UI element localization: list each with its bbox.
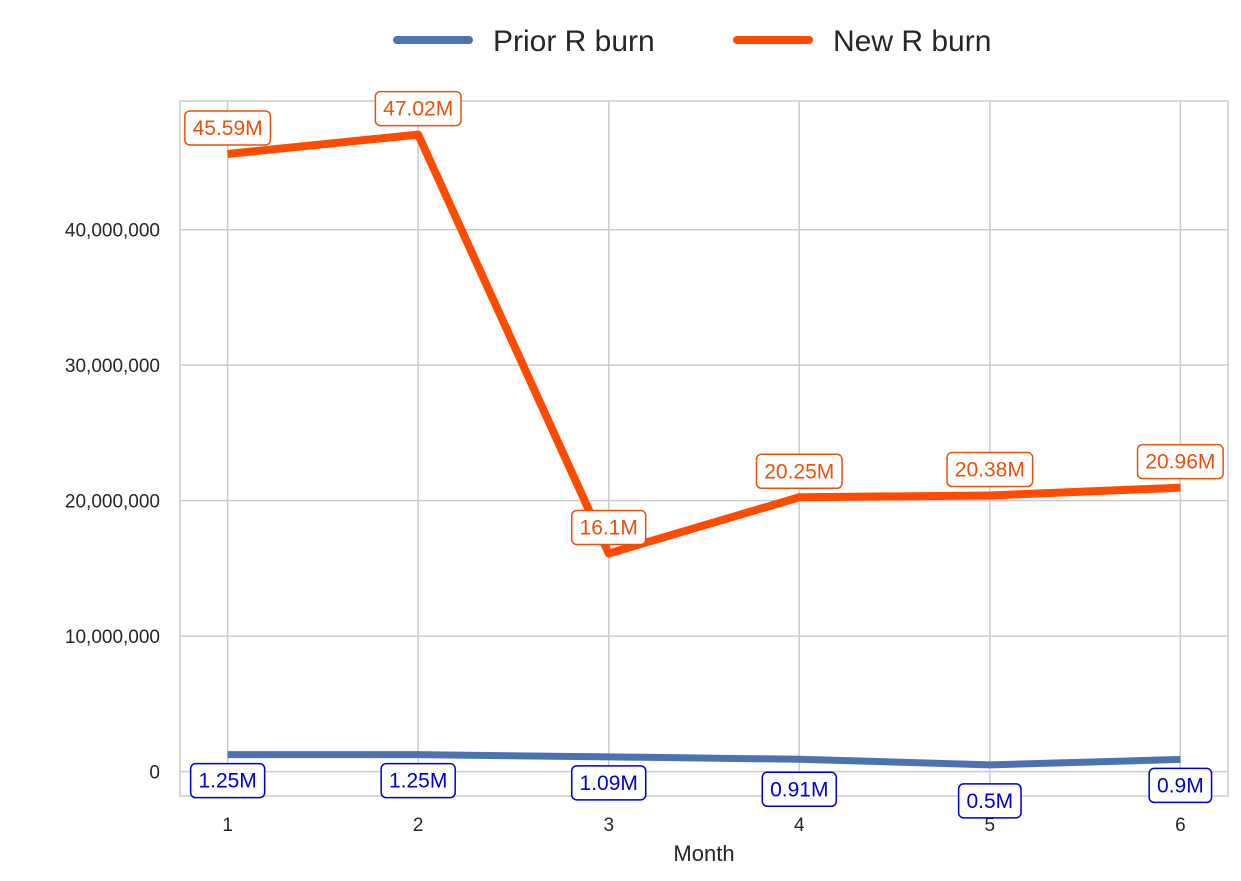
data-label: 0.9M xyxy=(1148,767,1213,804)
data-label-box xyxy=(1136,443,1224,480)
data-label: 20.38M xyxy=(946,451,1034,488)
grid-lines xyxy=(180,101,1228,796)
plot-frame xyxy=(179,100,1229,797)
series-group xyxy=(227,130,1181,769)
data-label: 20.96M xyxy=(1136,443,1224,480)
x-tick-label: 1 xyxy=(222,815,233,836)
y-tick-label: 40,000,000 xyxy=(65,221,160,242)
x-tick-label: 2 xyxy=(413,815,424,836)
data-label-text: 0.5M xyxy=(966,790,1013,813)
data-label: 1.25M xyxy=(380,762,456,799)
data-label-text: 20.25M xyxy=(764,460,834,483)
data-label: 20.25M xyxy=(755,453,843,490)
series-line-new-r-burn xyxy=(227,130,1181,558)
data-label: 0.5M xyxy=(957,783,1022,819)
legend-entry: Prior R burn xyxy=(393,25,655,58)
data-label-box xyxy=(374,90,462,127)
data-label-text: 0.91M xyxy=(770,778,828,801)
data-label: 45.59M xyxy=(184,110,272,146)
y-axis: 0 10,000,000 20,000,000 30,000,000 40,000,00… xyxy=(65,221,160,784)
data-label: 0.91M xyxy=(761,771,838,808)
data-label-box xyxy=(570,765,647,801)
data-label: 1.09M xyxy=(570,765,647,801)
data-label-text: 20.96M xyxy=(1145,451,1215,474)
data-label-text: 1.25M xyxy=(389,770,447,793)
data-label-text: 16.1M xyxy=(580,516,638,539)
x-axis-label: Month xyxy=(673,841,734,866)
x-tick-label: 3 xyxy=(603,815,614,836)
data-label-text: 0.9M xyxy=(1157,774,1204,797)
data-label-box xyxy=(570,509,647,546)
legend-entry: New R burn xyxy=(733,25,991,58)
data-label-text: 1.09M xyxy=(580,772,638,795)
data-label-text: 45.59M xyxy=(193,117,263,140)
data-label-box xyxy=(380,762,456,799)
data-label-box xyxy=(755,453,843,490)
data-label-box xyxy=(184,110,272,146)
legend-label: Prior R burn xyxy=(493,25,655,58)
data-label: 47.02M xyxy=(374,90,462,127)
data-labels: 1.25M 1.25M 1.09M 0.91M 0.5M 0.9M 45.59M 47.02M… xyxy=(184,90,1224,819)
series-line-prior-r-burn xyxy=(227,751,1181,769)
data-label: 1.25M xyxy=(189,762,266,799)
data-label-box xyxy=(957,783,1022,819)
y-tick-label: 20,000,000 xyxy=(65,492,160,513)
data-label-box xyxy=(189,762,266,799)
data-label-text: 47.02M xyxy=(383,98,453,121)
data-label: 16.1M xyxy=(570,509,647,546)
data-label-box xyxy=(761,771,838,808)
y-tick-label: 0 xyxy=(149,763,160,784)
y-tick-label: 30,000,000 xyxy=(65,356,160,377)
x-tick-label: 5 xyxy=(985,815,996,836)
legend: Prior R burn New R burn xyxy=(393,25,991,58)
x-tick-label: 6 xyxy=(1175,815,1186,836)
x-tick-label: 4 xyxy=(794,815,805,836)
legend-label: New R burn xyxy=(833,25,991,58)
data-label-text: 20.38M xyxy=(955,459,1025,482)
data-label-box xyxy=(1148,767,1213,804)
y-tick-label: 10,000,000 xyxy=(65,627,160,648)
data-label-box xyxy=(946,451,1034,488)
data-label-text: 1.25M xyxy=(198,770,256,793)
x-axis: 1 2 3 4 5 6 xyxy=(222,815,1185,836)
